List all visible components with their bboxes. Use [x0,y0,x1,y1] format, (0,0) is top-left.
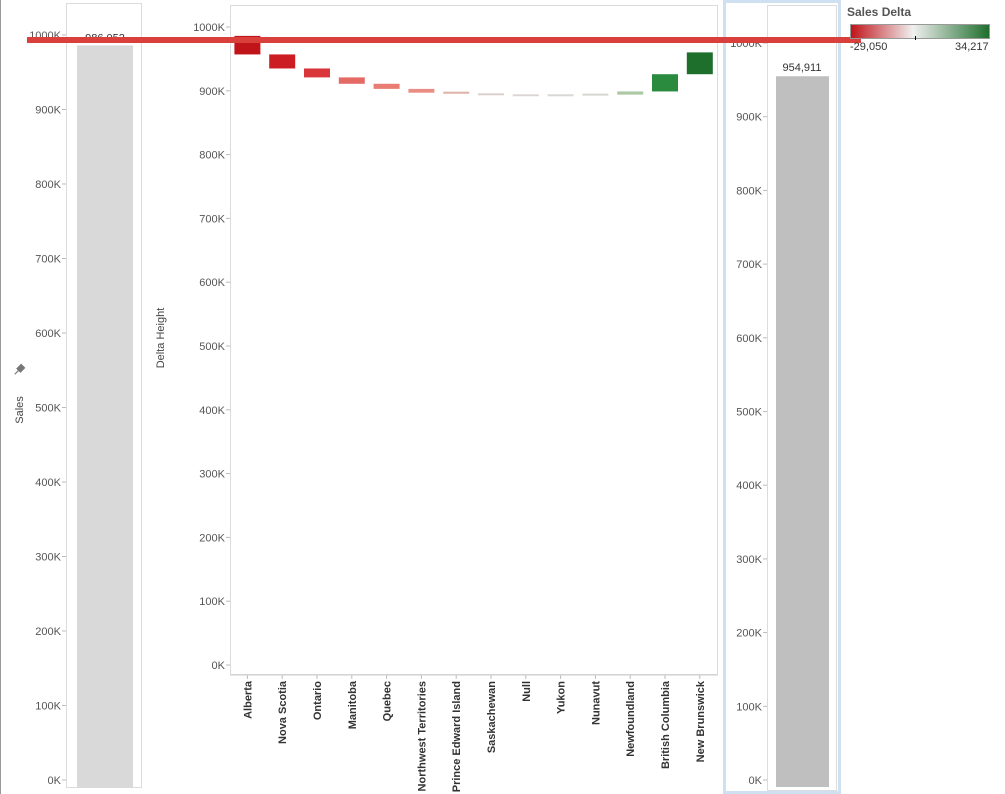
reference-line-group [27,37,861,43]
waterfall-bar [686,52,713,75]
left-edge-line [0,0,1,794]
legend-min-label: -29,050 [850,41,888,53]
left-y-tick-label: 700K [35,254,61,266]
category-label: Yukon [556,681,568,714]
legend-zero-marker [915,36,916,40]
mid-y-tick-label: 500K [199,341,225,353]
waterfall-bar [582,93,609,96]
category-label: Prince Edward Island [451,681,463,792]
waterfall-bar [338,77,365,84]
mid-y-tick-label: 900K [199,86,225,98]
right-chart: 0K100K200K300K400K500K600K700K800K900K10… [730,38,829,787]
category-label: Quebec [382,681,394,721]
waterfall-chart: 0K 100K 200K 300K 400K 500K 600K 700K 800K 900K 10… [155,22,718,792]
right-y-tick-label: 400K [736,480,762,492]
category-label: Manitoba [347,680,359,729]
category-label: British Columbia [660,680,672,769]
right-y-tick-label: 100K [736,701,762,713]
category-label: Null [521,681,533,702]
left-y-tick-label: 900K [35,105,61,117]
left-y-tick-label: 100K [35,701,61,713]
waterfall-bar [408,88,435,93]
mid-y-tick-label: 0K [212,660,226,672]
waterfall-bar [652,74,678,92]
waterfall-bar [478,93,504,96]
right-panel-selection[interactable] [723,0,841,794]
waterfall-bar [373,83,400,89]
category-label: New Brunswick [695,680,707,762]
mid-y-tick-label: 400K [199,405,225,417]
waterfall-bar [304,68,330,78]
right-y-tick-label: 600K [736,333,762,345]
right-bar-data-label: 954,911 [783,62,822,74]
mid-y-tick-label: 700K [199,213,225,225]
left-y-tick-label: 0K [48,775,62,787]
mid-y-tick-label: 200K [199,532,225,544]
right-y-tick-label: 0K [749,775,763,787]
left-y-tick-label: 300K [35,552,61,564]
mid-y-tick-label: 1000K [193,22,225,34]
category-label: Ontario [312,681,324,720]
left-chart: 0K100K200K300K400K500K600K700K800K900K10… [14,30,133,789]
category-label: Nova Scotia [277,680,289,744]
category-label: Northwest Territories [416,681,428,791]
mid-y-tick-label: 800K [199,150,225,162]
mid-y-tick-label: 300K [199,469,225,481]
left-y-tick-label: 400K [35,477,61,489]
right-panel-border [767,5,837,791]
category-label: Newfoundland [625,681,637,757]
mid-y-tick-label: 100K [199,596,225,608]
legend-gradient[interactable] [850,24,990,40]
waterfall-bar [547,94,574,97]
right-y-tick-label: 500K [736,407,762,419]
right-y-tick-label: 700K [736,259,762,271]
waterfall-bar [443,91,470,94]
left-y-tick-label: 200K [35,626,61,638]
left-y-tick-label: 500K [35,403,61,415]
category-label: Saskachewan [486,681,498,753]
mid-y-tick-label: 600K [199,277,225,289]
mid-y-axis-title: Delta Height [155,308,167,369]
right-y-tick-label: 900K [736,112,762,124]
right-y-tick-label: 300K [736,554,762,566]
pin-icon [14,363,26,375]
pin-icon-needle [14,370,19,375]
category-label: Alberta [242,680,254,719]
left-y-tick-label: 800K [35,179,61,191]
right-y-tick-label: 800K [736,185,762,197]
right-bar [776,76,829,787]
waterfall-bar [269,54,296,69]
right-y-tick-label: 200K [736,628,762,640]
pin-icon-head [16,363,26,373]
left-bar [77,45,133,789]
category-label: Nunavut [590,681,602,725]
legend-title: Sales Delta [847,5,912,19]
waterfall-bar [617,91,644,95]
waterfall-bar [512,94,539,97]
left-y-axis-title: Sales [14,396,26,424]
left-y-tick-label: 600K [35,328,61,340]
reference-line [27,37,861,43]
legend-max-label: 34,217 [955,41,989,53]
